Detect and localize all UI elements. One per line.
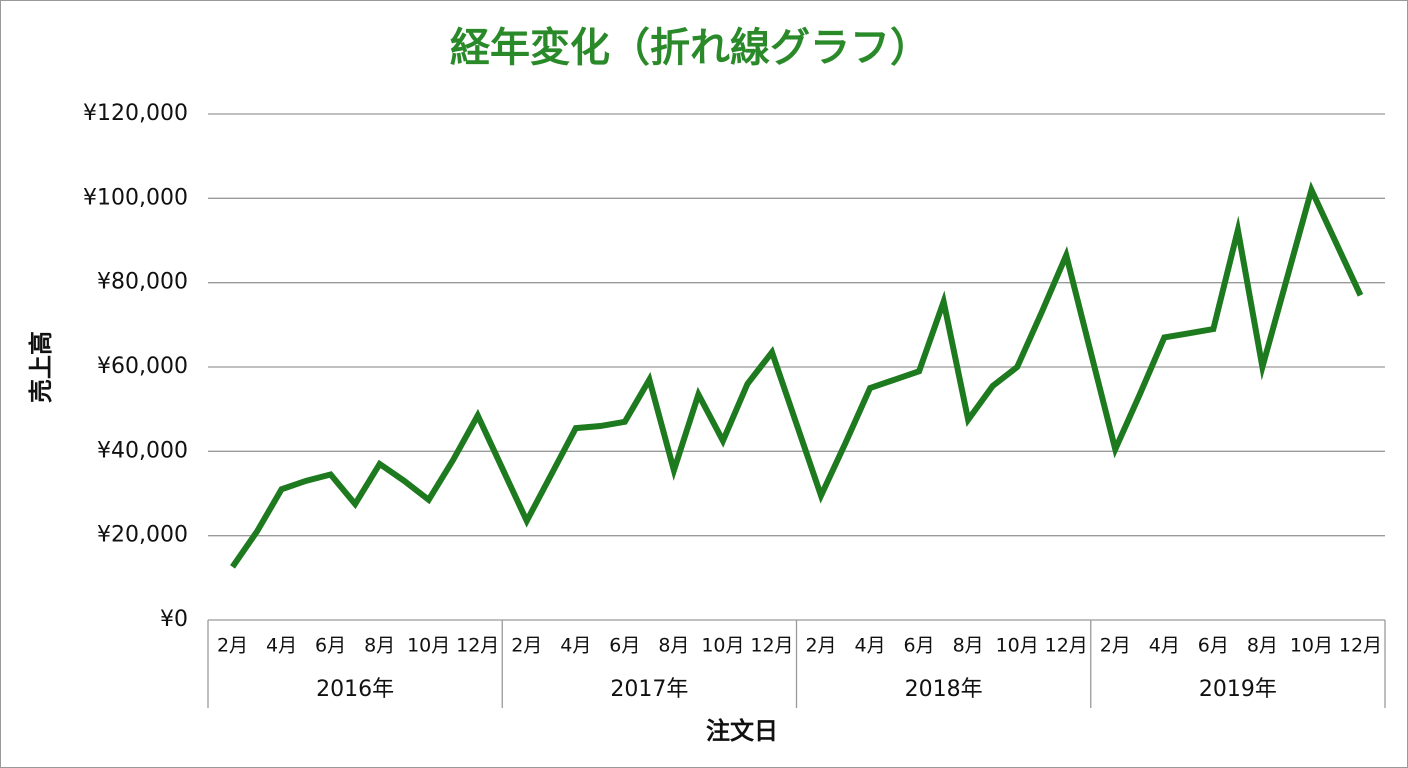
x-tick-label: 8月 — [364, 635, 395, 657]
y-tick-label: ¥0 — [160, 607, 188, 632]
x-tick-label: 4月 — [266, 635, 297, 657]
year-group-label: 2017年 — [610, 677, 688, 702]
x-tick-label: 6月 — [1198, 635, 1229, 657]
y-tick-label: ¥120,000 — [83, 101, 188, 126]
x-axis-label: 注文日 — [706, 717, 778, 745]
x-tick-label: 12月 — [1045, 635, 1088, 657]
x-tick-label: 12月 — [750, 635, 793, 657]
x-tick-label: 10月 — [701, 635, 744, 657]
year-group-label: 2019年 — [1199, 677, 1277, 702]
x-tick-label: 10月 — [1290, 635, 1333, 657]
x-tick-label: 2月 — [511, 635, 542, 657]
x-tick-label: 8月 — [1247, 635, 1278, 657]
x-tick-label: 10月 — [407, 635, 450, 657]
x-tick-label: 4月 — [560, 635, 591, 657]
x-tick-label: 6月 — [609, 635, 640, 657]
year-group-label: 2016年 — [316, 677, 394, 702]
x-tick-label: 4月 — [855, 635, 886, 657]
x-tick-label: 2月 — [805, 635, 836, 657]
y-tick-label: ¥100,000 — [83, 185, 188, 210]
x-tick-label: 2月 — [1100, 635, 1131, 657]
y-tick-label: ¥60,000 — [97, 354, 188, 379]
x-tick-label: 6月 — [315, 635, 346, 657]
data-line — [230, 181, 1364, 569]
x-tick-label: 10月 — [996, 635, 1039, 657]
y-tick-label: ¥80,000 — [97, 270, 188, 295]
x-tick-label: 8月 — [953, 635, 984, 657]
x-tick-label: 2月 — [217, 635, 248, 657]
x-tick-label: 6月 — [904, 635, 935, 657]
y-tick-label: ¥20,000 — [97, 523, 188, 548]
y-axis-label: 売上高 — [27, 331, 55, 403]
x-tick-label: 12月 — [1339, 635, 1382, 657]
x-tick-label: 8月 — [658, 635, 689, 657]
y-tick-label: ¥40,000 — [97, 438, 188, 463]
chart-title: 経年変化（折れ線グラフ） — [450, 25, 930, 71]
year-group-label: 2018年 — [905, 677, 983, 702]
x-tick-label: 4月 — [1149, 635, 1180, 657]
x-tick-label: 12月 — [456, 635, 499, 657]
